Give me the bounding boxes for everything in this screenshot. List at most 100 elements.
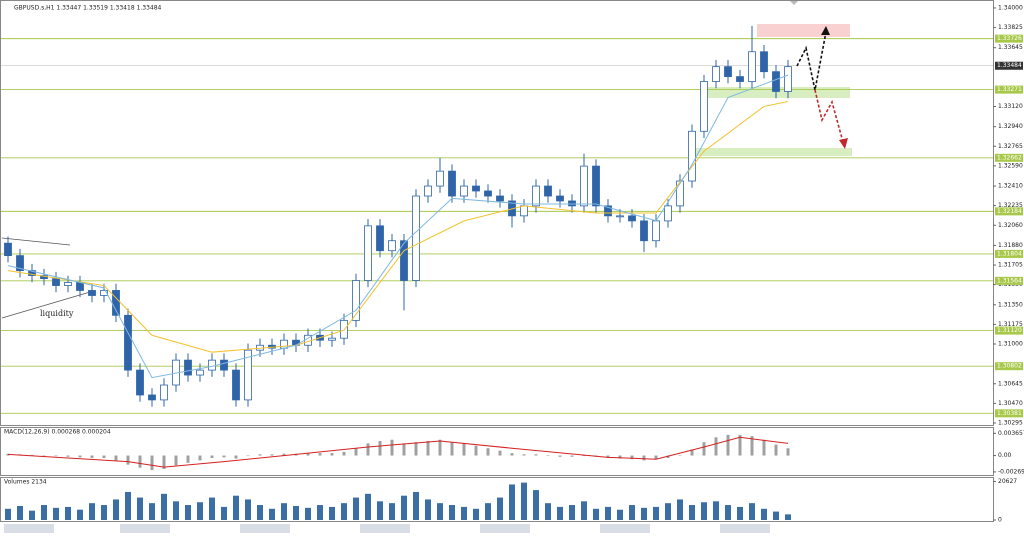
y-tick-label: 1.30295 (998, 419, 1023, 426)
bar (666, 455, 670, 458)
bar (629, 505, 635, 520)
bar (174, 455, 178, 466)
bar (701, 502, 707, 520)
bar (546, 455, 550, 457)
macd-title: MACD(12,26,9) 0.000268 0.000204 (4, 429, 111, 436)
y-tick-label: 1.32765 (998, 143, 1023, 150)
bar (101, 505, 107, 520)
y-tick-label: 1.31880 (998, 242, 1023, 249)
y-tick-label: 1.32060 (998, 222, 1023, 229)
bar (17, 505, 23, 520)
candle-body (112, 290, 120, 316)
bar (438, 439, 442, 456)
level-label: 1.31120 (997, 327, 1022, 334)
y-tick-label: 1.31000 (998, 341, 1023, 348)
y-tick-label: 1.30470 (998, 400, 1023, 407)
candle-body (232, 369, 240, 401)
candle-body (700, 81, 708, 132)
bar (161, 493, 167, 520)
candle-body (556, 195, 564, 202)
macd-pane-border (0, 427, 994, 476)
bar (606, 455, 610, 458)
plot: 1.34000 1.33825 1.33645 1.33120 1.32940 1.327… (1, 4, 1024, 524)
y-tick-label: 0.003657 (998, 430, 1024, 437)
bar (366, 443, 370, 456)
trend-line (1, 291, 91, 319)
date-label-box (600, 524, 650, 533)
bar (785, 514, 791, 520)
candle-body (100, 290, 108, 296)
bar (173, 501, 179, 520)
bar (522, 454, 526, 456)
candle-body (4, 242, 12, 257)
bar (341, 503, 347, 520)
candle-body (88, 290, 96, 296)
bar (281, 503, 287, 520)
bar (149, 503, 155, 520)
bar (162, 455, 166, 469)
candle-body (520, 205, 528, 217)
y-tick-label: 1.34000 (998, 4, 1023, 11)
bar (425, 499, 431, 520)
y-tick-label: 1.33645 (998, 44, 1023, 51)
candle-body (160, 384, 168, 401)
bar (41, 505, 47, 520)
bar (414, 442, 418, 456)
bar (774, 444, 778, 456)
candle-body (388, 240, 396, 252)
y-tick-label: 1.32410 (998, 183, 1023, 190)
bar (318, 453, 322, 456)
candle-body (472, 185, 480, 192)
bar (269, 508, 275, 520)
candle-body (328, 337, 336, 341)
candle-body (616, 215, 624, 218)
bar (569, 505, 575, 520)
annotation: liquidity (40, 309, 74, 318)
bar (474, 445, 478, 456)
bar (486, 448, 490, 456)
bar (377, 501, 383, 520)
bar (378, 440, 382, 456)
candle-body (196, 369, 204, 376)
bar (126, 455, 130, 465)
bar (726, 434, 730, 456)
level-label-box (995, 85, 1023, 94)
level-label-box (995, 276, 1023, 285)
candle-body (760, 51, 768, 73)
signal-line (7, 436, 789, 468)
candle-body (124, 314, 132, 371)
bar (738, 434, 742, 456)
bar (545, 503, 551, 520)
moving-average (7, 100, 789, 353)
level-label-box (995, 362, 1023, 371)
date-axis (4, 524, 770, 533)
level-label: 1.32184 (997, 208, 1022, 215)
bar (654, 455, 658, 460)
candle-body (580, 165, 588, 207)
bar (581, 501, 587, 520)
bar (618, 455, 622, 459)
bar (53, 507, 59, 520)
date-label-box (4, 524, 54, 533)
candle-body (640, 220, 648, 242)
up-scenario-arrow (796, 31, 827, 91)
candle-body (460, 185, 468, 197)
date-label-box (240, 524, 290, 533)
candle-body (340, 319, 348, 339)
bar (449, 505, 455, 520)
current-price-label: 1.33484 (997, 62, 1022, 69)
bar (533, 490, 539, 520)
bar (510, 453, 514, 456)
candle-body (76, 282, 84, 291)
bar (354, 448, 358, 456)
bar (186, 455, 190, 463)
bar (509, 484, 515, 520)
y-tick-label: 1.30645 (998, 380, 1023, 387)
main-pane-border (0, 0, 994, 426)
level-label-box (995, 207, 1023, 216)
bar (630, 455, 634, 460)
level-label-box (995, 326, 1023, 335)
bar (702, 442, 706, 456)
bar (498, 450, 502, 456)
